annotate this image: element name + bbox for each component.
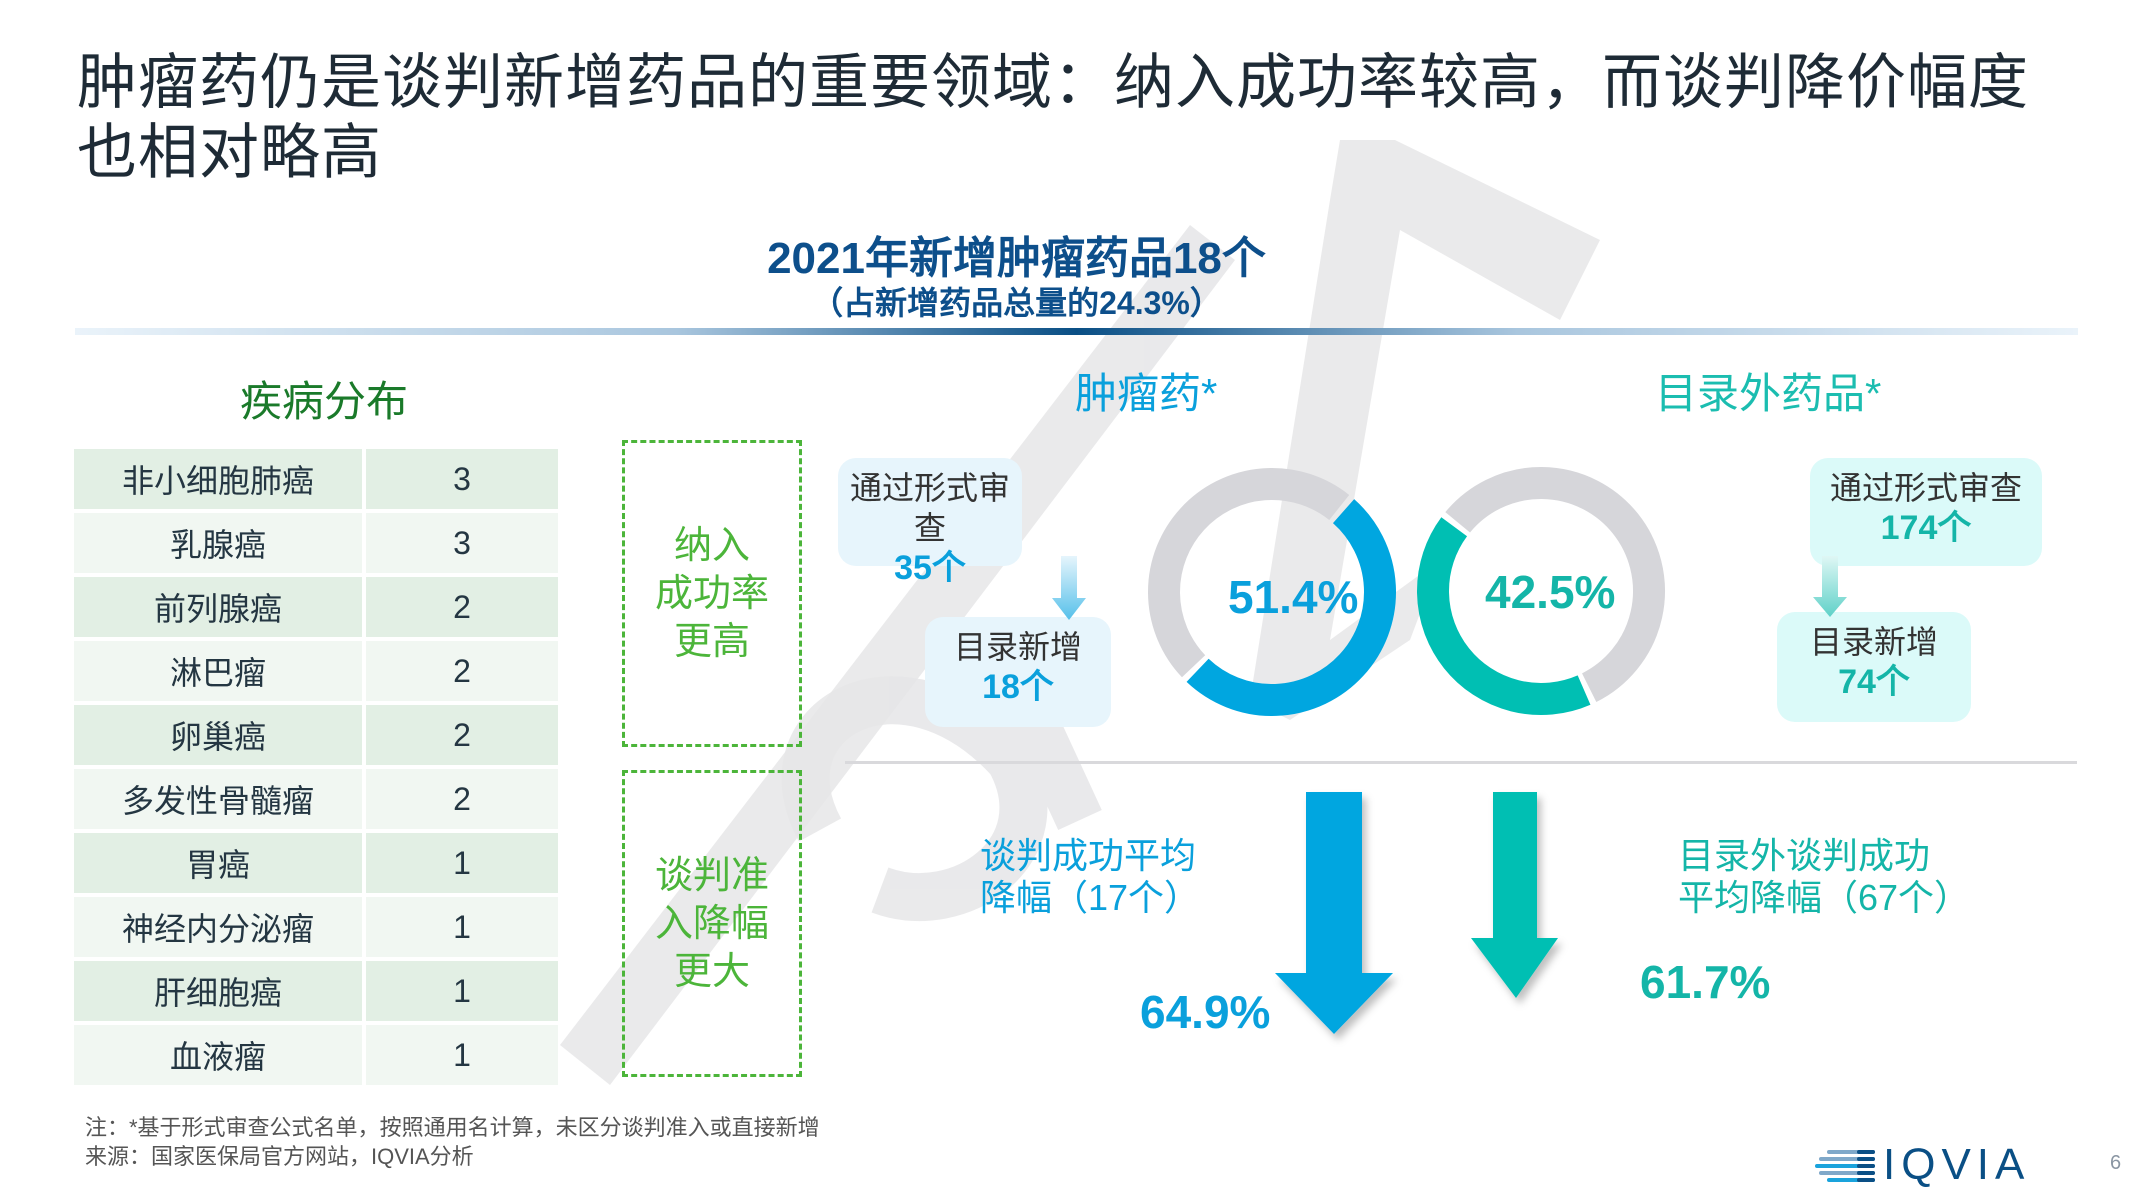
table-row: 神经内分泌瘤 1 — [74, 897, 558, 957]
chart-header-sub: （占新增药品总量的24.3%） — [811, 285, 1222, 321]
footer-source: 来源：国家医保局官方网站，IQVIA分析 — [85, 1144, 474, 1169]
table-row: 血液瘤 1 — [74, 1025, 558, 1085]
out-success-rate: 42.5% — [1485, 566, 1616, 618]
disease-count: 2 — [366, 641, 558, 701]
donut-slice-remaining — [1445, 467, 1665, 702]
flow-arrow-icon — [1813, 556, 1847, 617]
callout-line: 入降幅 — [654, 902, 769, 945]
oncology-review-box: 通过形式审查 35个 — [838, 458, 1022, 587]
oncology-success-rate: 51.4% — [1228, 571, 1359, 623]
chart-header-main: 2021年新增肿瘤药品18个 — [767, 234, 1266, 283]
out-review-box: 通过形式审查 174个 — [1810, 458, 2042, 566]
page-title: 肿瘤药仍是谈判新增药品的重要领域：纳入成功率较高，而谈判降价幅度也相对略高 — [77, 49, 2029, 186]
disease-name: 乳腺癌 — [74, 513, 362, 573]
donut-oncology — [1148, 468, 1396, 716]
callout-line: 成功率 — [654, 572, 769, 615]
disease-name: 多发性骨髓瘤 — [74, 769, 362, 829]
disease-name: 淋巴瘤 — [74, 641, 362, 701]
table-row: 卵巢癌 2 — [74, 705, 558, 765]
donut-slice-added — [1186, 499, 1396, 716]
iqvia-logo: IQVIA — [1815, 1140, 2030, 1190]
disease-count: 1 — [366, 897, 558, 957]
callout-line: 更大 — [673, 950, 750, 993]
disease-count: 2 — [366, 769, 558, 829]
disease-count: 1 — [366, 833, 558, 893]
review-count: 35个 — [894, 549, 966, 587]
price-cut-arrow-icon — [1471, 792, 1558, 998]
table-row: 多发性骨髓瘤 2 — [74, 769, 558, 829]
oncology-cut-label: 谈判成功平均 降幅（17个） — [980, 835, 1200, 919]
out-added-box: 目录新增 74个 — [1777, 612, 1971, 722]
disease-name: 血液瘤 — [74, 1025, 362, 1085]
review-label: 通过形式审查 — [1829, 470, 2022, 506]
section-title-oncology: 肿瘤药* — [1075, 370, 1218, 417]
section-title-out-of-catalog: 目录外药品* — [1655, 370, 1882, 417]
cut-label-line: 平均降幅（67个） — [1678, 877, 1971, 918]
added-label: 目录新增 — [1809, 624, 1938, 660]
table-row: 淋巴瘤 2 — [74, 641, 558, 701]
added-count: 18个 — [982, 668, 1054, 706]
table-row: 前列腺癌 2 — [74, 577, 558, 637]
disease-name: 前列腺癌 — [74, 577, 362, 637]
cut-label-line: 谈判成功平均 — [980, 835, 1197, 876]
disease-name: 胃癌 — [74, 833, 362, 893]
review-label: 通过形式审查 — [849, 470, 1010, 546]
table-row: 肝细胞癌 1 — [74, 961, 558, 1021]
added-count: 74个 — [1838, 663, 1910, 701]
disease-name: 神经内分泌瘤 — [74, 897, 362, 957]
added-label: 目录新增 — [953, 629, 1082, 665]
page-number: 6 — [2110, 1152, 2122, 1174]
disease-name: 肝细胞癌 — [74, 961, 362, 1021]
oncology-cut-value: 64.9% — [1140, 986, 1271, 1038]
disease-name: 卵巢癌 — [74, 705, 362, 765]
disease-count: 3 — [366, 513, 558, 573]
disease-count: 1 — [366, 1025, 558, 1085]
disease-count: 2 — [366, 577, 558, 637]
callout-line: 更高 — [673, 620, 750, 663]
flow-arrow-icon — [1052, 556, 1086, 620]
disease-count: 1 — [366, 961, 558, 1021]
callout-line: 纳入 — [673, 524, 750, 567]
cut-label-line: 目录外谈判成功 — [1678, 835, 1931, 876]
price-cut-arrow-icon — [1275, 792, 1393, 1034]
review-count: 174个 — [1880, 509, 1972, 547]
footer-note: 注：*基于形式审查公式名单，按照通用名计算，未区分谈判准入或直接新增 — [85, 1115, 820, 1140]
table-row: 非小细胞肺癌 3 — [74, 449, 558, 509]
iqvia-logo-lines-icon — [1815, 1150, 1875, 1182]
footer-notes: 注：*基于形式审查公式名单，按照通用名计算，未区分谈判准入或直接新增 来源：国家… — [85, 1113, 820, 1171]
out-cut-label: 目录外谈判成功 平均降幅（67个） — [1678, 835, 1970, 919]
callout-line: 谈判准 — [654, 854, 769, 897]
disease-count: 2 — [366, 705, 558, 765]
header-divider — [75, 328, 2078, 335]
donut-slice-added — [1417, 517, 1591, 715]
donut-slice-remaining — [1148, 468, 1350, 678]
table-row: 乳腺癌 3 — [74, 513, 558, 573]
callout-price-cut: 谈判准 入降幅 更大 — [622, 770, 802, 1077]
table-row: 胃癌 1 — [74, 833, 558, 893]
callout-inclusion: 纳入 成功率 更高 — [622, 440, 802, 747]
oncology-added-box: 目录新增 18个 — [925, 617, 1111, 727]
out-cut-value: 61.7% — [1640, 956, 1771, 1008]
disease-count: 3 — [366, 449, 558, 509]
cut-label-line: 降幅（17个） — [980, 877, 1201, 918]
disease-distribution-table: 非小细胞肺癌 3 乳腺癌 3 前列腺癌 2 淋巴瘤 2 卵巢癌 2 多发性骨髓瘤 2 胃癌 1 神经内分泌瘤… — [70, 445, 562, 1089]
iqvia-logo-text: IQVIA — [1883, 1140, 2031, 1189]
disease-distribution-title: 疾病分布 — [240, 378, 409, 425]
donut-out-of-catalog — [1417, 467, 1665, 715]
section-separator — [845, 761, 2077, 764]
disease-name: 非小细胞肺癌 — [74, 449, 362, 509]
